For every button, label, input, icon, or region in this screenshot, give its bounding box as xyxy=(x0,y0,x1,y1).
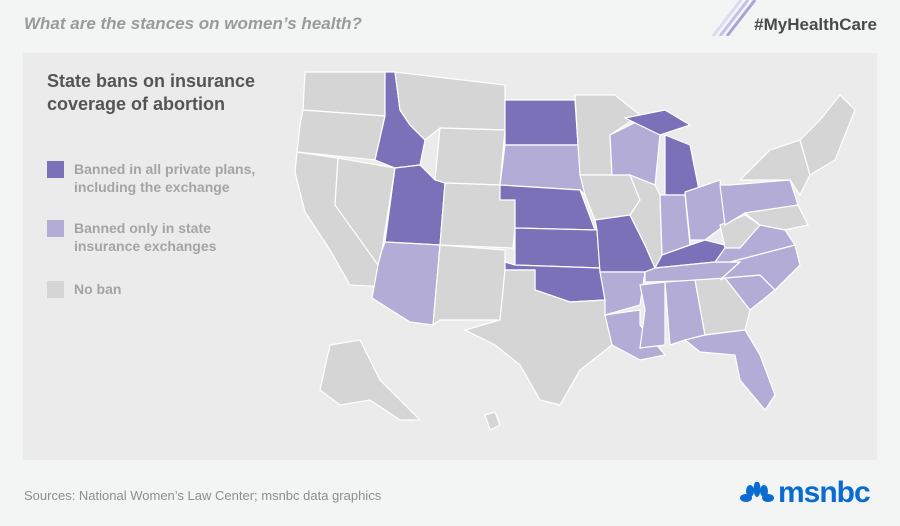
state-north-dakota xyxy=(504,99,579,146)
legend-label: Banned only in state insurance exchanges xyxy=(74,220,217,254)
state-montana xyxy=(394,71,506,141)
state-alaska xyxy=(319,339,422,421)
state-north-carolina xyxy=(719,244,801,291)
msnbc-logo: msnbc xyxy=(740,476,871,510)
legend-item-full: Banned in all private plans, including t… xyxy=(47,160,304,196)
state-kansas xyxy=(514,227,601,269)
legend-swatch xyxy=(47,161,64,178)
state-michigan xyxy=(623,109,692,136)
state-new-mexico xyxy=(432,244,506,327)
legend-item-exchange: Banned only in state insurance exchanges xyxy=(47,219,249,255)
state-west-virginia xyxy=(719,214,761,249)
state-arizona xyxy=(371,241,441,326)
state-michigan xyxy=(664,134,701,196)
state-washington xyxy=(302,71,386,117)
state-louisiana xyxy=(604,309,667,361)
state-ohio xyxy=(684,179,726,241)
legend-swatch xyxy=(47,220,64,237)
peacock-icon xyxy=(740,482,774,502)
state-mid-atlantic xyxy=(743,204,809,231)
state-arkansas xyxy=(599,271,646,316)
legend-label: Banned in all private plans, including t… xyxy=(74,161,256,195)
state-new-england xyxy=(799,94,856,176)
legend-title: State bans on insurance coverage of abor… xyxy=(47,71,256,114)
logo-text: msnbc xyxy=(778,476,871,509)
state-florida xyxy=(683,329,776,412)
hashtag: #MyHealthCare xyxy=(754,15,877,34)
state-mississippi xyxy=(639,281,666,349)
state-wyoming xyxy=(434,127,506,186)
state-hawaii xyxy=(484,411,501,431)
source-note: Sources: National Women’s Law Center; ms… xyxy=(24,488,382,503)
decorative-stripes xyxy=(711,0,757,36)
header-kicker: What are the stances on women’s health? xyxy=(24,14,362,33)
legend-label: No ban xyxy=(74,281,122,297)
state-oregon xyxy=(296,109,386,161)
state-texas xyxy=(463,269,613,406)
legend-item-none: No ban xyxy=(47,280,121,298)
state-georgia xyxy=(694,277,751,336)
state-south-dakota xyxy=(499,144,586,197)
legend-swatch xyxy=(47,281,64,298)
